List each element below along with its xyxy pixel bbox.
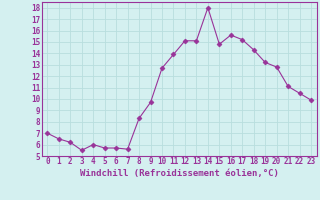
X-axis label: Windchill (Refroidissement éolien,°C): Windchill (Refroidissement éolien,°C) [80,169,279,178]
